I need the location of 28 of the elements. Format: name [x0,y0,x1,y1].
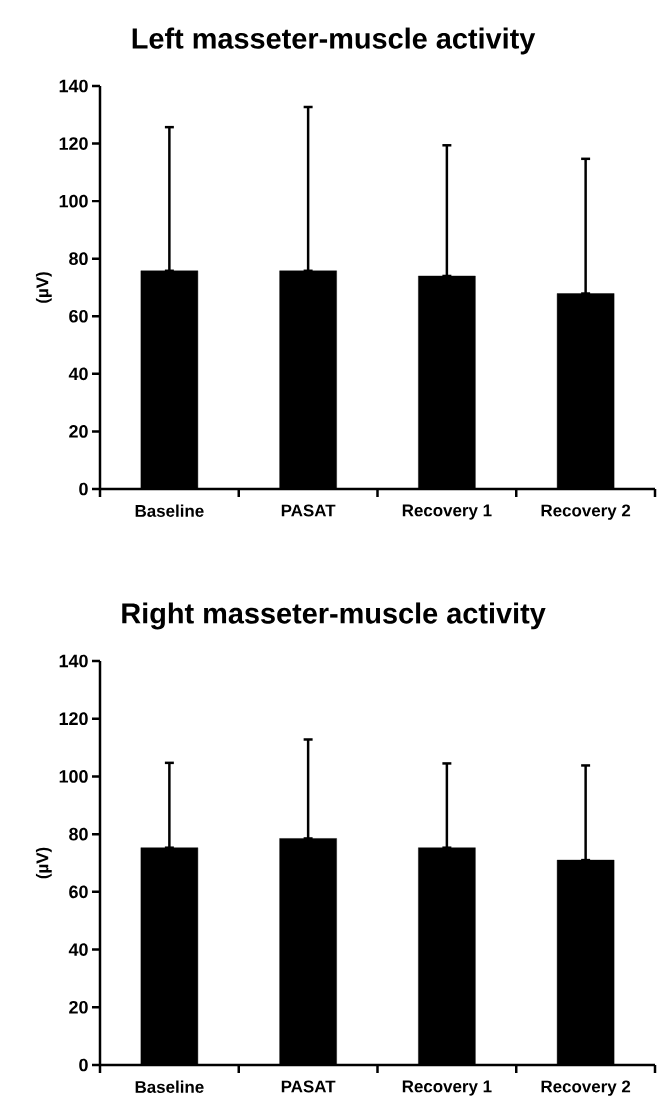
y-tick-label: 100 [59,194,88,208]
chart-title: Left masseter-muscle activity [132,27,536,55]
y-tick-label: 0 [79,482,88,496]
y-tick-label: 120 [59,712,88,726]
y-tick-label: 20 [69,1000,88,1014]
x-tick-label: Recovery 1 [402,504,492,520]
x-tick-label: Baseline [135,1080,204,1093]
y-tick-label: 60 [69,309,88,323]
y-axis-title: (µV) [35,272,52,303]
y-tick-label: 140 [59,79,88,93]
y-tick-label: 80 [69,252,88,266]
x-tick-label: PASAT [281,1080,336,1093]
y-tick-label: 40 [68,943,88,956]
x-tick-label: Baseline [135,504,204,517]
x-tick-label: Recovery 2 [541,504,631,520]
y-tick-label: 20 [69,425,88,438]
y-axis-title: (µV) [35,847,52,879]
y-tick-label: 100 [59,770,88,783]
y-tick-label: 60 [69,885,88,899]
y-tick-label: 0 [79,1058,88,1072]
y-tick-label: 120 [59,137,88,150]
x-tick-label: Recovery 2 [541,1080,631,1096]
x-tick-label: PASAT [281,504,336,517]
y-tick-label: 80 [69,827,88,841]
chart-title: Right masseter-muscle activity [122,602,546,630]
y-tick-label: 40 [68,367,88,381]
y-tick-label: 140 [59,654,88,668]
x-tick-label: Recovery 1 [402,1080,492,1096]
